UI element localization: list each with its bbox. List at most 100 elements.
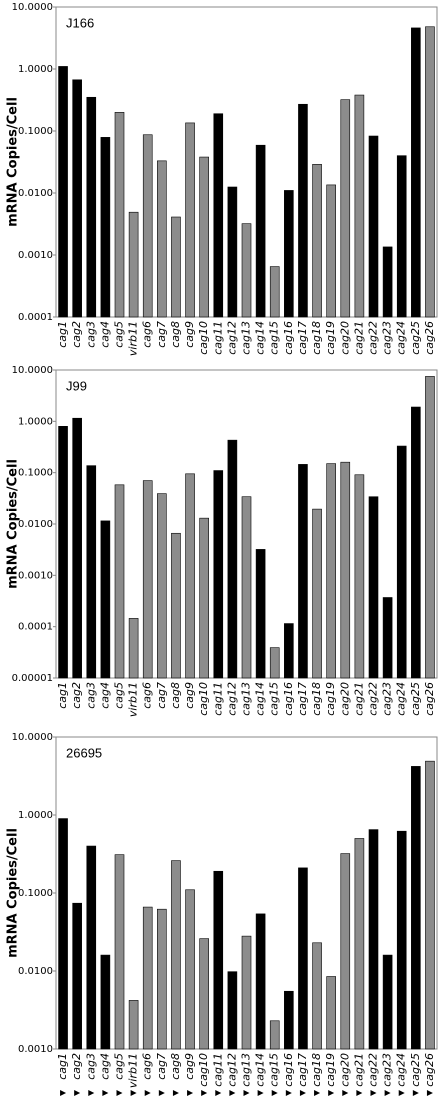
x-tick-label: cag23 — [381, 1053, 394, 1087]
bar — [298, 103, 308, 318]
y-tick-label: 0.1000 — [18, 468, 53, 479]
bar — [185, 473, 195, 679]
bar — [368, 496, 379, 679]
bar — [128, 211, 139, 318]
arrowhead — [158, 1090, 165, 1096]
bar — [199, 517, 209, 679]
arrowhead — [116, 1090, 123, 1096]
x-tick-label: cag16 — [282, 321, 295, 355]
x-tick-label: cag4 — [98, 682, 111, 709]
bar — [157, 160, 167, 318]
x-tick-label: cag8 — [169, 321, 182, 348]
y-tick-label: 10.0000 — [12, 2, 53, 13]
arrowhead — [102, 1090, 109, 1096]
x-tick-label: cag13 — [240, 321, 253, 355]
x-tick-label: cag7 — [155, 321, 168, 348]
y-tick-label: 0.0010 — [18, 250, 53, 261]
x-tick-label: cag5 — [113, 1053, 126, 1080]
x-tick-label: cag14 — [254, 1053, 267, 1087]
x-tick-label: cag4 — [98, 1053, 111, 1080]
bar — [185, 889, 195, 1050]
bar — [86, 465, 97, 679]
bar — [411, 27, 421, 318]
y-tick-label: 0.0010 — [18, 570, 53, 581]
arrowhead — [187, 1090, 194, 1096]
bar — [382, 954, 393, 1050]
bar — [396, 830, 407, 1050]
bar — [157, 493, 167, 679]
x-tick-label: cag1 — [56, 321, 69, 348]
arrowhead — [88, 1090, 95, 1096]
bar — [142, 134, 153, 318]
arrowhead — [257, 1090, 264, 1096]
arrowhead — [243, 1090, 250, 1096]
bar — [171, 216, 181, 318]
bar — [312, 508, 322, 679]
x-tick-label: cag25 — [409, 682, 422, 716]
x-tick-label: cag2 — [70, 321, 83, 348]
bar — [142, 480, 153, 679]
x-tick-label: cag15 — [268, 321, 281, 355]
x-tick-label: cag10 — [197, 321, 210, 355]
arrowhead — [356, 1090, 363, 1096]
bar — [425, 760, 435, 1050]
bar — [171, 532, 181, 679]
x-tick-label: cag20 — [338, 1053, 351, 1087]
bar — [213, 113, 224, 318]
x-tick-label: cag9 — [183, 1053, 196, 1080]
panel-title: J99 — [66, 378, 87, 393]
x-tick-label: cag13 — [240, 1053, 253, 1087]
bar — [284, 623, 294, 679]
x-tick-label: cag5 — [113, 321, 126, 348]
x-tick-label: cag19 — [324, 1053, 337, 1087]
x-tick-label: cag21 — [352, 321, 365, 355]
x-tick-label: cag16 — [282, 1053, 295, 1087]
bar — [382, 246, 393, 318]
bar — [326, 976, 336, 1050]
y-tick-label: 1.0000 — [18, 810, 53, 821]
bar — [227, 971, 238, 1050]
arrowhead — [60, 1090, 67, 1096]
x-tick-label: cag18 — [310, 1053, 323, 1087]
panel-title: J166 — [66, 15, 94, 30]
bar — [354, 474, 365, 679]
bar — [157, 908, 167, 1050]
y-tick-label: 0.1000 — [18, 126, 53, 137]
bar — [284, 990, 294, 1050]
bar — [368, 135, 379, 318]
bar — [312, 942, 322, 1050]
bar — [298, 464, 308, 679]
bar — [425, 26, 435, 318]
y-tick-label: 0.0100 — [18, 519, 53, 530]
arrowhead — [328, 1090, 335, 1096]
x-tick-label: cag13 — [240, 682, 253, 716]
x-tick-label: cag7 — [155, 682, 168, 709]
bar — [86, 845, 97, 1050]
bar — [128, 618, 139, 679]
x-tick-label: cag8 — [169, 1053, 182, 1080]
y-axis-label: mRNA Copies/Cell — [6, 459, 21, 589]
panel-title: 26695 — [66, 745, 102, 760]
x-tick-label: virb11 — [127, 682, 140, 717]
x-tick-label: cag1 — [56, 682, 69, 709]
bar — [213, 870, 224, 1050]
x-tick-label: cag9 — [183, 321, 196, 348]
arrowhead — [370, 1090, 377, 1096]
x-tick-label: cag6 — [141, 682, 154, 709]
x-tick-label: cag14 — [254, 682, 267, 716]
x-tick-label: cag25 — [409, 1053, 422, 1087]
x-tick-label: cag7 — [155, 1053, 168, 1080]
bar — [354, 94, 365, 318]
x-tick-label: cag2 — [70, 682, 83, 709]
bar — [298, 867, 308, 1050]
x-tick-label: cag11 — [211, 321, 224, 355]
x-tick-label: cag18 — [310, 682, 323, 716]
bar — [241, 496, 252, 679]
x-tick-label: cag8 — [169, 682, 182, 709]
bar — [58, 66, 68, 318]
x-tick-label: cag22 — [367, 1053, 380, 1087]
x-tick-label: cag20 — [338, 321, 351, 355]
bar — [114, 484, 125, 679]
bar — [368, 829, 379, 1050]
bar — [312, 164, 322, 318]
